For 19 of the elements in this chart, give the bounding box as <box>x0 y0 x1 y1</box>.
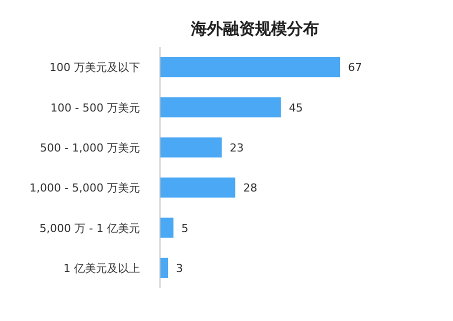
bar <box>160 178 236 198</box>
bar <box>160 218 174 238</box>
bar <box>160 137 222 158</box>
data-label: 45 <box>288 101 303 114</box>
data-label: 23 <box>230 141 244 154</box>
bar <box>160 97 281 118</box>
data-label: 28 <box>243 182 258 195</box>
chart-title: 海外融资规模分布 <box>190 19 319 38</box>
y-tick-label: 100 万美元及以下 <box>50 61 140 74</box>
y-tick-label: 1 亿美元及以上 <box>64 262 140 275</box>
y-tick-label: 500 - 1,000 万美元 <box>40 141 140 154</box>
bar <box>160 57 340 78</box>
y-tick-label: 5,000 万 - 1 亿美元 <box>40 222 140 235</box>
bar <box>160 258 168 278</box>
data-label: 67 <box>348 61 362 74</box>
data-label: 5 <box>181 222 188 235</box>
y-tick-label: 1,000 - 5,000 万美元 <box>30 182 140 195</box>
data-label: 3 <box>176 262 184 275</box>
y-tick-label: 100 - 500 万美元 <box>50 101 140 114</box>
